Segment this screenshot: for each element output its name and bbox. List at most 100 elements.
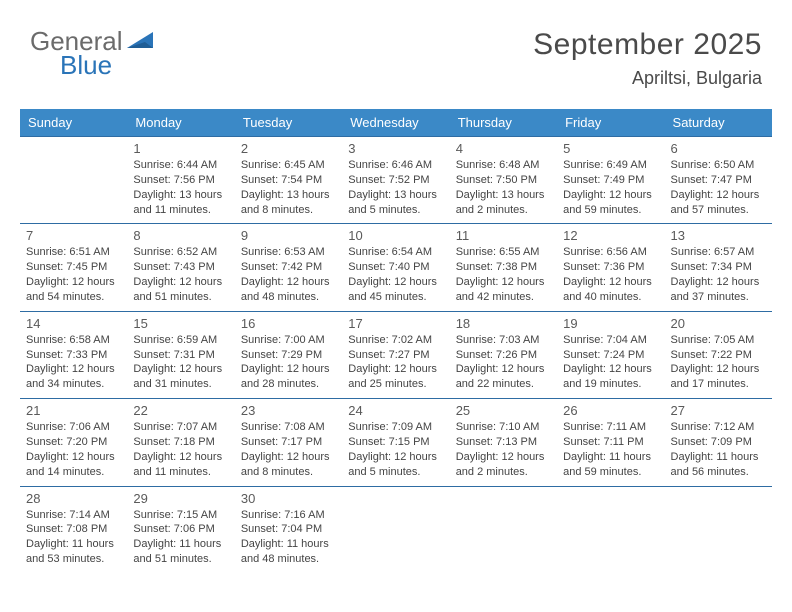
day-number: 14: [26, 316, 121, 331]
day-number: 8: [133, 228, 228, 243]
calendar-week-row: 28Sunrise: 7:14 AMSunset: 7:08 PMDayligh…: [20, 486, 772, 573]
empty-day-cell: [450, 486, 557, 573]
sunrise-line: Sunrise: 7:12 AM: [671, 420, 766, 435]
day-number: 17: [348, 316, 443, 331]
daylight-line: Daylight: 12 hours: [456, 275, 551, 290]
daylight-line: and 59 minutes.: [563, 465, 658, 480]
daylight-line: and 53 minutes.: [26, 552, 121, 567]
daylight-line: and 56 minutes.: [671, 465, 766, 480]
daylight-line: Daylight: 11 hours: [671, 450, 766, 465]
sunset-line: Sunset: 7:22 PM: [671, 348, 766, 363]
weekday-header: Wednesday: [342, 109, 449, 137]
day-number: 7: [26, 228, 121, 243]
day-cell: 5Sunrise: 6:49 AMSunset: 7:49 PMDaylight…: [557, 137, 664, 224]
sunset-line: Sunset: 7:06 PM: [133, 522, 228, 537]
daylight-line: Daylight: 12 hours: [563, 275, 658, 290]
day-cell: 30Sunrise: 7:16 AMSunset: 7:04 PMDayligh…: [235, 486, 342, 573]
day-number: 21: [26, 403, 121, 418]
daylight-line: and 48 minutes.: [241, 552, 336, 567]
weekday-header-row: SundayMondayTuesdayWednesdayThursdayFrid…: [20, 109, 772, 137]
day-cell: 21Sunrise: 7:06 AMSunset: 7:20 PMDayligh…: [20, 399, 127, 486]
sunset-line: Sunset: 7:47 PM: [671, 173, 766, 188]
sunset-line: Sunset: 7:40 PM: [348, 260, 443, 275]
daylight-line: Daylight: 12 hours: [241, 275, 336, 290]
sunset-line: Sunset: 7:24 PM: [563, 348, 658, 363]
daylight-line: and 48 minutes.: [241, 290, 336, 305]
sunrise-line: Sunrise: 7:03 AM: [456, 333, 551, 348]
weekday-header: Sunday: [20, 109, 127, 137]
sunset-line: Sunset: 7:27 PM: [348, 348, 443, 363]
daylight-line: Daylight: 12 hours: [133, 275, 228, 290]
daylight-line: Daylight: 12 hours: [241, 362, 336, 377]
sunset-line: Sunset: 7:18 PM: [133, 435, 228, 450]
daylight-line: and 42 minutes.: [456, 290, 551, 305]
day-cell: 13Sunrise: 6:57 AMSunset: 7:34 PMDayligh…: [665, 224, 772, 311]
calendar-body: 1Sunrise: 6:44 AMSunset: 7:56 PMDaylight…: [20, 137, 772, 573]
daylight-line: and 45 minutes.: [348, 290, 443, 305]
sunset-line: Sunset: 7:56 PM: [133, 173, 228, 188]
sunrise-line: Sunrise: 6:53 AM: [241, 245, 336, 260]
sunrise-line: Sunrise: 7:04 AM: [563, 333, 658, 348]
location: Apriltsi, Bulgaria: [533, 68, 762, 89]
daylight-line: and 2 minutes.: [456, 203, 551, 218]
day-number: 30: [241, 491, 336, 506]
sunset-line: Sunset: 7:29 PM: [241, 348, 336, 363]
day-cell: 28Sunrise: 7:14 AMSunset: 7:08 PMDayligh…: [20, 486, 127, 573]
sunrise-line: Sunrise: 7:14 AM: [26, 508, 121, 523]
day-cell: 2Sunrise: 6:45 AMSunset: 7:54 PMDaylight…: [235, 137, 342, 224]
daylight-line: and 37 minutes.: [671, 290, 766, 305]
day-number: 25: [456, 403, 551, 418]
day-cell: 11Sunrise: 6:55 AMSunset: 7:38 PMDayligh…: [450, 224, 557, 311]
sunset-line: Sunset: 7:15 PM: [348, 435, 443, 450]
calendar-week-row: 1Sunrise: 6:44 AMSunset: 7:56 PMDaylight…: [20, 137, 772, 224]
daylight-line: and 8 minutes.: [241, 203, 336, 218]
daylight-line: and 51 minutes.: [133, 552, 228, 567]
sunrise-line: Sunrise: 7:11 AM: [563, 420, 658, 435]
sunset-line: Sunset: 7:43 PM: [133, 260, 228, 275]
daylight-line: Daylight: 11 hours: [133, 537, 228, 552]
day-cell: 17Sunrise: 7:02 AMSunset: 7:27 PMDayligh…: [342, 311, 449, 398]
sunset-line: Sunset: 7:36 PM: [563, 260, 658, 275]
daylight-line: and 31 minutes.: [133, 377, 228, 392]
calendar-table: SundayMondayTuesdayWednesdayThursdayFrid…: [20, 109, 772, 573]
sunset-line: Sunset: 7:04 PM: [241, 522, 336, 537]
daylight-line: Daylight: 12 hours: [671, 362, 766, 377]
daylight-line: Daylight: 11 hours: [241, 537, 336, 552]
title-block: September 2025 Apriltsi, Bulgaria: [533, 28, 762, 89]
day-number: 11: [456, 228, 551, 243]
day-number: 2: [241, 141, 336, 156]
sunrise-line: Sunrise: 6:58 AM: [26, 333, 121, 348]
daylight-line: and 54 minutes.: [26, 290, 121, 305]
sunset-line: Sunset: 7:49 PM: [563, 173, 658, 188]
sunset-line: Sunset: 7:26 PM: [456, 348, 551, 363]
day-number: 13: [671, 228, 766, 243]
sunset-line: Sunset: 7:38 PM: [456, 260, 551, 275]
sunrise-line: Sunrise: 6:49 AM: [563, 158, 658, 173]
day-cell: 27Sunrise: 7:12 AMSunset: 7:09 PMDayligh…: [665, 399, 772, 486]
day-number: 26: [563, 403, 658, 418]
sunrise-line: Sunrise: 7:06 AM: [26, 420, 121, 435]
daylight-line: Daylight: 12 hours: [563, 188, 658, 203]
daylight-line: and 5 minutes.: [348, 465, 443, 480]
day-cell: 7Sunrise: 6:51 AMSunset: 7:45 PMDaylight…: [20, 224, 127, 311]
sunrise-line: Sunrise: 7:00 AM: [241, 333, 336, 348]
daylight-line: Daylight: 12 hours: [563, 362, 658, 377]
sunrise-line: Sunrise: 6:59 AM: [133, 333, 228, 348]
logo-text: General Blue: [30, 28, 123, 78]
daylight-line: and 11 minutes.: [133, 203, 228, 218]
sunrise-line: Sunrise: 7:02 AM: [348, 333, 443, 348]
day-number: 28: [26, 491, 121, 506]
daylight-line: Daylight: 12 hours: [348, 450, 443, 465]
day-cell: 1Sunrise: 6:44 AMSunset: 7:56 PMDaylight…: [127, 137, 234, 224]
sunrise-line: Sunrise: 6:54 AM: [348, 245, 443, 260]
daylight-line: and 5 minutes.: [348, 203, 443, 218]
sunrise-line: Sunrise: 6:44 AM: [133, 158, 228, 173]
weekday-header: Monday: [127, 109, 234, 137]
sunrise-line: Sunrise: 6:57 AM: [671, 245, 766, 260]
daylight-line: and 25 minutes.: [348, 377, 443, 392]
daylight-line: Daylight: 12 hours: [671, 275, 766, 290]
daylight-line: and 34 minutes.: [26, 377, 121, 392]
day-number: 24: [348, 403, 443, 418]
day-number: 18: [456, 316, 551, 331]
sunset-line: Sunset: 7:11 PM: [563, 435, 658, 450]
